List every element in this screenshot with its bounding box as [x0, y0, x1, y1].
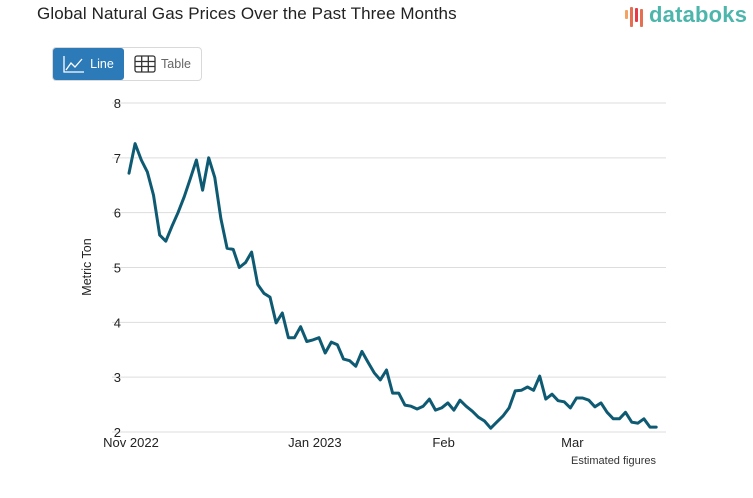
data-point[interactable]	[352, 362, 360, 370]
data-point[interactable]	[499, 412, 507, 420]
data-point[interactable]	[333, 341, 341, 349]
data-point[interactable]	[376, 376, 384, 384]
y-tick-label: 4	[114, 315, 121, 330]
data-point[interactable]	[597, 399, 605, 407]
data-point[interactable]	[536, 372, 544, 380]
data-point[interactable]	[585, 396, 593, 404]
table-view-label: Table	[161, 57, 191, 71]
brand-name: databoks	[649, 2, 748, 27]
data-point[interactable]	[566, 404, 574, 412]
y-tick-label: 3	[114, 370, 121, 385]
data-point[interactable]	[248, 248, 256, 256]
data-point[interactable]	[205, 154, 213, 162]
data-point[interactable]	[186, 175, 194, 183]
y-tick-label: 8	[114, 96, 121, 111]
data-point[interactable]	[444, 399, 452, 407]
data-point[interactable]	[241, 259, 249, 267]
data-point[interactable]	[615, 415, 623, 423]
data-point[interactable]	[395, 389, 403, 397]
view-toggle: Line Table	[52, 47, 202, 81]
data-point[interactable]	[358, 347, 366, 355]
data-point[interactable]	[143, 168, 151, 176]
data-point[interactable]	[297, 323, 305, 331]
x-tick-label: Feb	[432, 435, 454, 450]
data-point[interactable]	[603, 408, 611, 416]
y-tick-label: 7	[114, 151, 121, 166]
data-point[interactable]	[229, 245, 237, 253]
data-point[interactable]	[652, 423, 660, 431]
table-grid-icon	[134, 55, 156, 73]
data-point[interactable]	[364, 358, 372, 366]
data-point[interactable]	[370, 369, 378, 377]
x-tick-labels: Nov 2022 Jan 2023 Feb Mar	[103, 435, 584, 450]
chart-title: Global Natural Gas Prices Over the Past …	[37, 4, 457, 23]
data-point[interactable]	[419, 402, 427, 410]
data-point[interactable]	[156, 231, 164, 239]
data-point[interactable]	[493, 418, 501, 426]
data-point[interactable]	[137, 156, 145, 164]
data-point[interactable]	[456, 396, 464, 404]
data-point[interactable]	[217, 215, 225, 223]
data-point[interactable]	[382, 366, 390, 374]
data-point[interactable]	[174, 209, 182, 217]
data-point[interactable]	[487, 424, 495, 432]
line-chart-icon	[63, 56, 85, 73]
data-point[interactable]	[321, 349, 329, 357]
data-point[interactable]	[640, 415, 648, 423]
data-point[interactable]	[180, 193, 188, 201]
data-point[interactable]	[211, 174, 219, 182]
estimated-figures-note: Estimated figures	[571, 455, 656, 467]
data-point[interactable]	[468, 407, 476, 415]
data-point[interactable]	[548, 390, 556, 398]
data-point[interactable]	[272, 319, 280, 327]
data-point[interactable]	[530, 386, 538, 394]
series-line-natural-gas-price	[127, 142, 658, 430]
line-view-label: Line	[90, 57, 114, 71]
x-tick-label: Mar	[561, 435, 584, 450]
data-point[interactable]	[450, 406, 458, 414]
data-point[interactable]	[199, 186, 207, 194]
data-point[interactable]	[560, 398, 568, 406]
databoks-logo[interactable]: databoks	[625, 2, 747, 28]
data-point[interactable]	[346, 357, 354, 365]
data-point[interactable]	[505, 404, 513, 412]
data-point[interactable]	[481, 417, 489, 425]
data-point[interactable]	[254, 280, 262, 288]
table-view-button[interactable]: Table	[124, 48, 201, 80]
y-tick-labels: 2 3 4 5 6 7 8	[114, 96, 121, 440]
data-point[interactable]	[622, 408, 630, 416]
data-point[interactable]	[266, 293, 274, 301]
logo-bars-icon	[625, 3, 647, 27]
data-point[interactable]	[168, 222, 176, 230]
data-point[interactable]	[278, 309, 286, 317]
y-axis-label: Metric Ton	[80, 238, 94, 295]
y-tick-label: 6	[114, 206, 121, 221]
x-tick-label: Nov 2022	[103, 435, 159, 450]
x-tick-label: Jan 2023	[288, 435, 342, 450]
data-point[interactable]	[162, 237, 170, 245]
y-tick-label: 2	[114, 425, 121, 440]
data-point[interactable]	[131, 140, 139, 148]
line-view-button[interactable]: Line	[53, 48, 124, 80]
data-point[interactable]	[150, 191, 158, 199]
y-tick-label: 5	[114, 261, 121, 276]
data-point[interactable]	[192, 156, 200, 164]
data-point[interactable]	[315, 334, 323, 342]
data-point[interactable]	[125, 169, 133, 177]
data-point[interactable]	[291, 334, 299, 342]
data-point[interactable]	[425, 395, 433, 403]
